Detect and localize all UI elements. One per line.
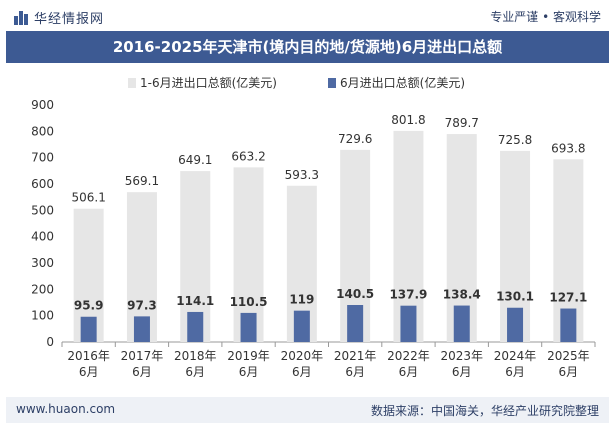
data-label-series1: 693.8 bbox=[551, 141, 585, 155]
data-label-series2: 110.5 bbox=[230, 295, 268, 309]
x-tick-label: 6月 bbox=[292, 365, 312, 379]
data-label-series1: 649.1 bbox=[178, 153, 212, 167]
x-tick-label: 6月 bbox=[505, 365, 525, 379]
x-tick-label: 2023年 bbox=[440, 349, 483, 363]
top-bar: 华经情报网 专业严谨 • 客观科学 bbox=[0, 0, 615, 30]
x-tick-label: 2020年 bbox=[281, 349, 324, 363]
bar-series2 bbox=[133, 316, 150, 342]
data-label-series2: 97.3 bbox=[127, 298, 157, 312]
x-tick-label: 2017年 bbox=[121, 349, 164, 363]
title-bar: 2016-2025年天津市(境内目的地/货源地)6月进出口总额 bbox=[6, 31, 609, 63]
bar-series2 bbox=[453, 305, 470, 342]
x-tick-label: 2021年 bbox=[334, 349, 377, 363]
bar-series2 bbox=[560, 308, 577, 342]
y-tick-label: 400 bbox=[31, 230, 54, 244]
slogan: 专业严谨 • 客观科学 bbox=[490, 10, 601, 24]
data-label-series2: 127.1 bbox=[549, 291, 587, 305]
bar-series1 bbox=[233, 167, 264, 342]
data-label-series1: 569.1 bbox=[125, 174, 159, 188]
y-tick-label: 700 bbox=[31, 151, 54, 165]
data-label-series1: 593.3 bbox=[285, 168, 319, 182]
data-label-series1: 729.6 bbox=[338, 132, 372, 146]
y-tick-label: 500 bbox=[31, 203, 54, 217]
website-link[interactable]: www.huaon.com bbox=[16, 402, 116, 416]
data-label-series1: 506.1 bbox=[71, 191, 105, 205]
y-tick-label: 0 bbox=[46, 335, 54, 349]
y-tick-label: 300 bbox=[31, 256, 54, 270]
data-label-series2: 130.1 bbox=[496, 290, 534, 304]
bar-series2 bbox=[347, 305, 364, 342]
legend-swatch-2 bbox=[328, 78, 336, 88]
bar-series2 bbox=[80, 316, 97, 342]
x-tick-label: 2024年 bbox=[494, 349, 537, 363]
bar-series2 bbox=[240, 312, 257, 342]
y-tick-label: 900 bbox=[31, 98, 54, 112]
y-tick-label: 200 bbox=[31, 282, 54, 296]
data-source: 数据来源：中国海关，华经产业研究院整理 bbox=[370, 404, 599, 418]
y-tick-label: 800 bbox=[31, 124, 54, 138]
data-label-series2: 114.1 bbox=[176, 294, 214, 308]
legend-swatch-1 bbox=[128, 78, 136, 88]
x-tick-label: 6月 bbox=[79, 365, 99, 379]
x-tick-label: 6月 bbox=[132, 365, 152, 379]
data-label-series1: 789.7 bbox=[445, 116, 479, 130]
x-tick-label: 2022年 bbox=[387, 349, 430, 363]
logo-icon bbox=[14, 10, 28, 25]
chart-title: 2016-2025年天津市(境内目的地/货源地)6月进出口总额 bbox=[112, 38, 503, 56]
x-tick-label: 6月 bbox=[399, 365, 419, 379]
x-tick-label: 6月 bbox=[239, 365, 259, 379]
x-tick-label: 6月 bbox=[345, 365, 365, 379]
brand-logo: 华经情报网 bbox=[14, 8, 104, 27]
x-tick-label: 2016年 bbox=[67, 349, 110, 363]
data-label-series2: 137.9 bbox=[389, 288, 427, 302]
footer: www.huaon.com 数据来源：中国海关，华经产业研究院整理 bbox=[6, 397, 609, 423]
legend-label-1: 1-6月进出口总额(亿美元) bbox=[140, 75, 277, 90]
bar-series2 bbox=[187, 311, 204, 342]
y-tick-label: 100 bbox=[31, 309, 54, 323]
data-label-series1: 801.8 bbox=[391, 113, 425, 127]
bar-series2 bbox=[400, 305, 417, 342]
x-tick-label: 2019年 bbox=[227, 349, 270, 363]
logo-text: 华经情报网 bbox=[34, 12, 105, 27]
data-label-series2: 119 bbox=[289, 293, 314, 307]
bar-series2 bbox=[507, 307, 524, 342]
data-label-series2: 95.9 bbox=[74, 299, 104, 313]
x-tick-label: 2025年 bbox=[547, 349, 590, 363]
x-tick-label: 6月 bbox=[559, 365, 579, 379]
data-label-series1: 725.8 bbox=[498, 133, 532, 147]
data-label-series2: 138.4 bbox=[443, 288, 481, 302]
x-tick-label: 6月 bbox=[185, 365, 205, 379]
x-tick-label: 2018年 bbox=[174, 349, 217, 363]
legend-label-2: 6月进出口总额(亿美元) bbox=[340, 75, 465, 90]
x-tick-label: 6月 bbox=[452, 365, 472, 379]
data-label-series1: 663.2 bbox=[231, 149, 265, 163]
data-label-series2: 140.5 bbox=[336, 287, 374, 301]
bar-series2 bbox=[293, 310, 310, 342]
y-tick-label: 600 bbox=[31, 177, 54, 191]
